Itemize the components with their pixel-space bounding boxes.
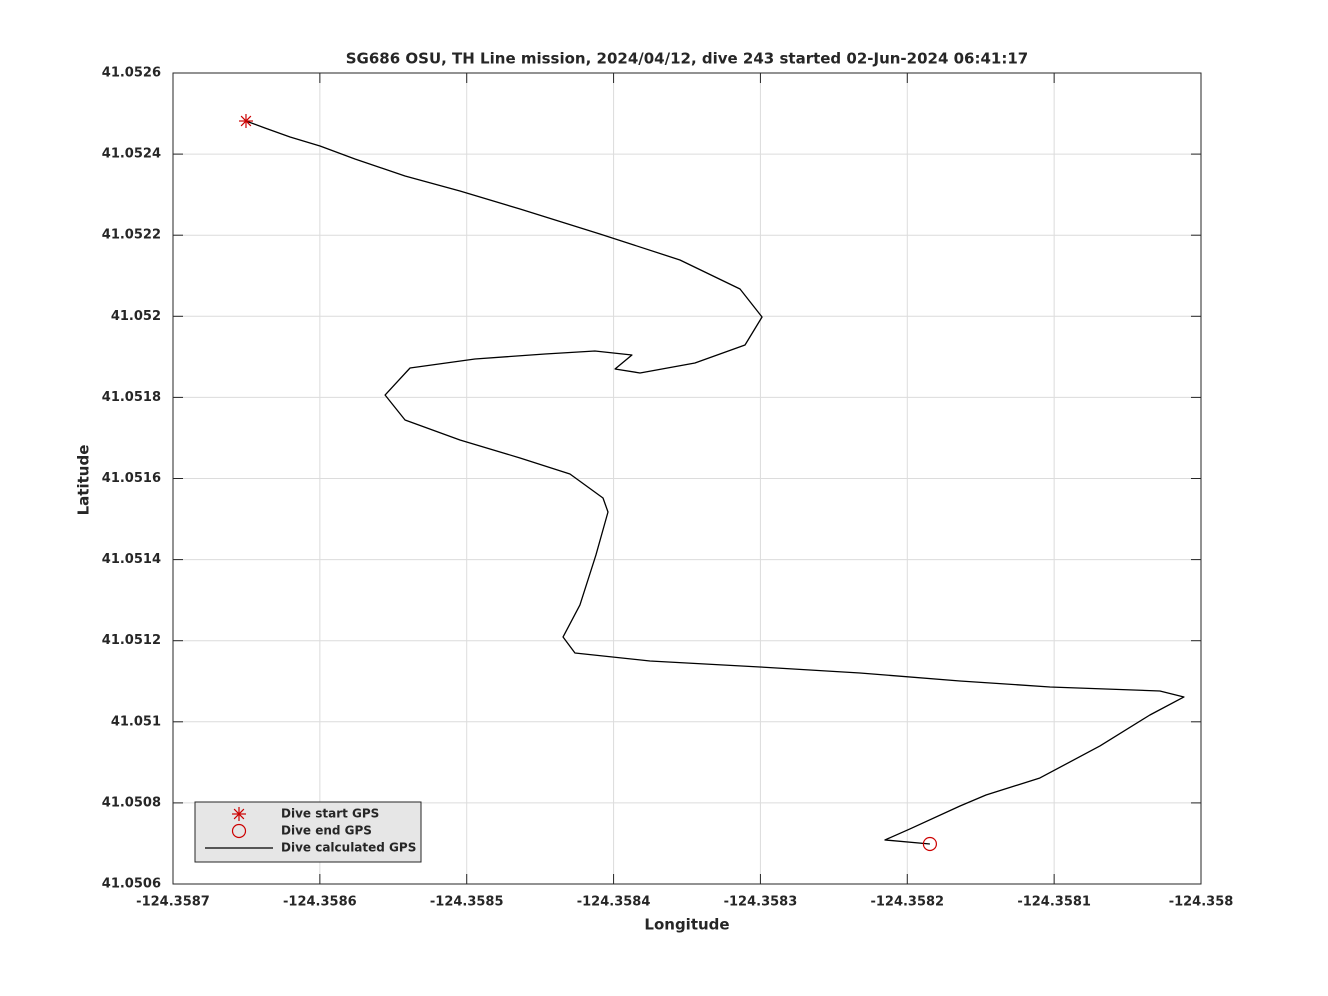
y-tick-label: 41.0526 xyxy=(102,66,161,81)
y-tick-label: 41.0522 xyxy=(102,228,161,243)
y-tick-label: 41.0516 xyxy=(102,471,161,486)
gps-marker xyxy=(238,114,253,129)
y-tick-label: 41.0524 xyxy=(102,147,161,162)
chart-title: SG686 OSU, TH Line mission, 2024/04/12, … xyxy=(346,50,1029,68)
legend-symbol xyxy=(231,823,247,839)
y-tick-label: 41.052 xyxy=(111,309,161,324)
x-tick-label: -124.3587 xyxy=(136,895,210,910)
x-tick-label: -124.3583 xyxy=(724,895,798,910)
gps-marker xyxy=(922,836,938,852)
y-tick-label: 41.0506 xyxy=(102,877,161,892)
plot-frame xyxy=(172,72,1202,885)
y-tick-label: 41.0518 xyxy=(102,390,161,405)
legend-label: Dive end GPS xyxy=(281,824,372,838)
legend-label: Dive calculated GPS xyxy=(281,841,416,855)
x-tick-label: -124.3585 xyxy=(430,895,504,910)
y-tick-label: 41.051 xyxy=(111,714,161,729)
y-tick-label: 41.0512 xyxy=(102,633,161,648)
asterisk-stroke xyxy=(233,808,245,820)
y-tick-label: 41.0508 xyxy=(102,795,161,810)
asterisk-stroke xyxy=(240,115,252,127)
legend-symbol xyxy=(232,807,246,821)
track-line xyxy=(245,120,1185,845)
x-tick-label: -124.358 xyxy=(1169,895,1234,910)
x-tick-label: -124.3581 xyxy=(1017,895,1091,910)
y-tick-label: 41.0514 xyxy=(102,552,161,567)
x-tick-label: -124.3582 xyxy=(870,895,944,910)
x-tick-label: -124.3586 xyxy=(283,895,357,910)
x-axis-label: Longitude xyxy=(644,916,729,934)
legend-label: Dive start GPS xyxy=(281,807,379,821)
x-tick-label: -124.3584 xyxy=(577,895,651,910)
y-axis-label: Latitude xyxy=(75,445,93,516)
